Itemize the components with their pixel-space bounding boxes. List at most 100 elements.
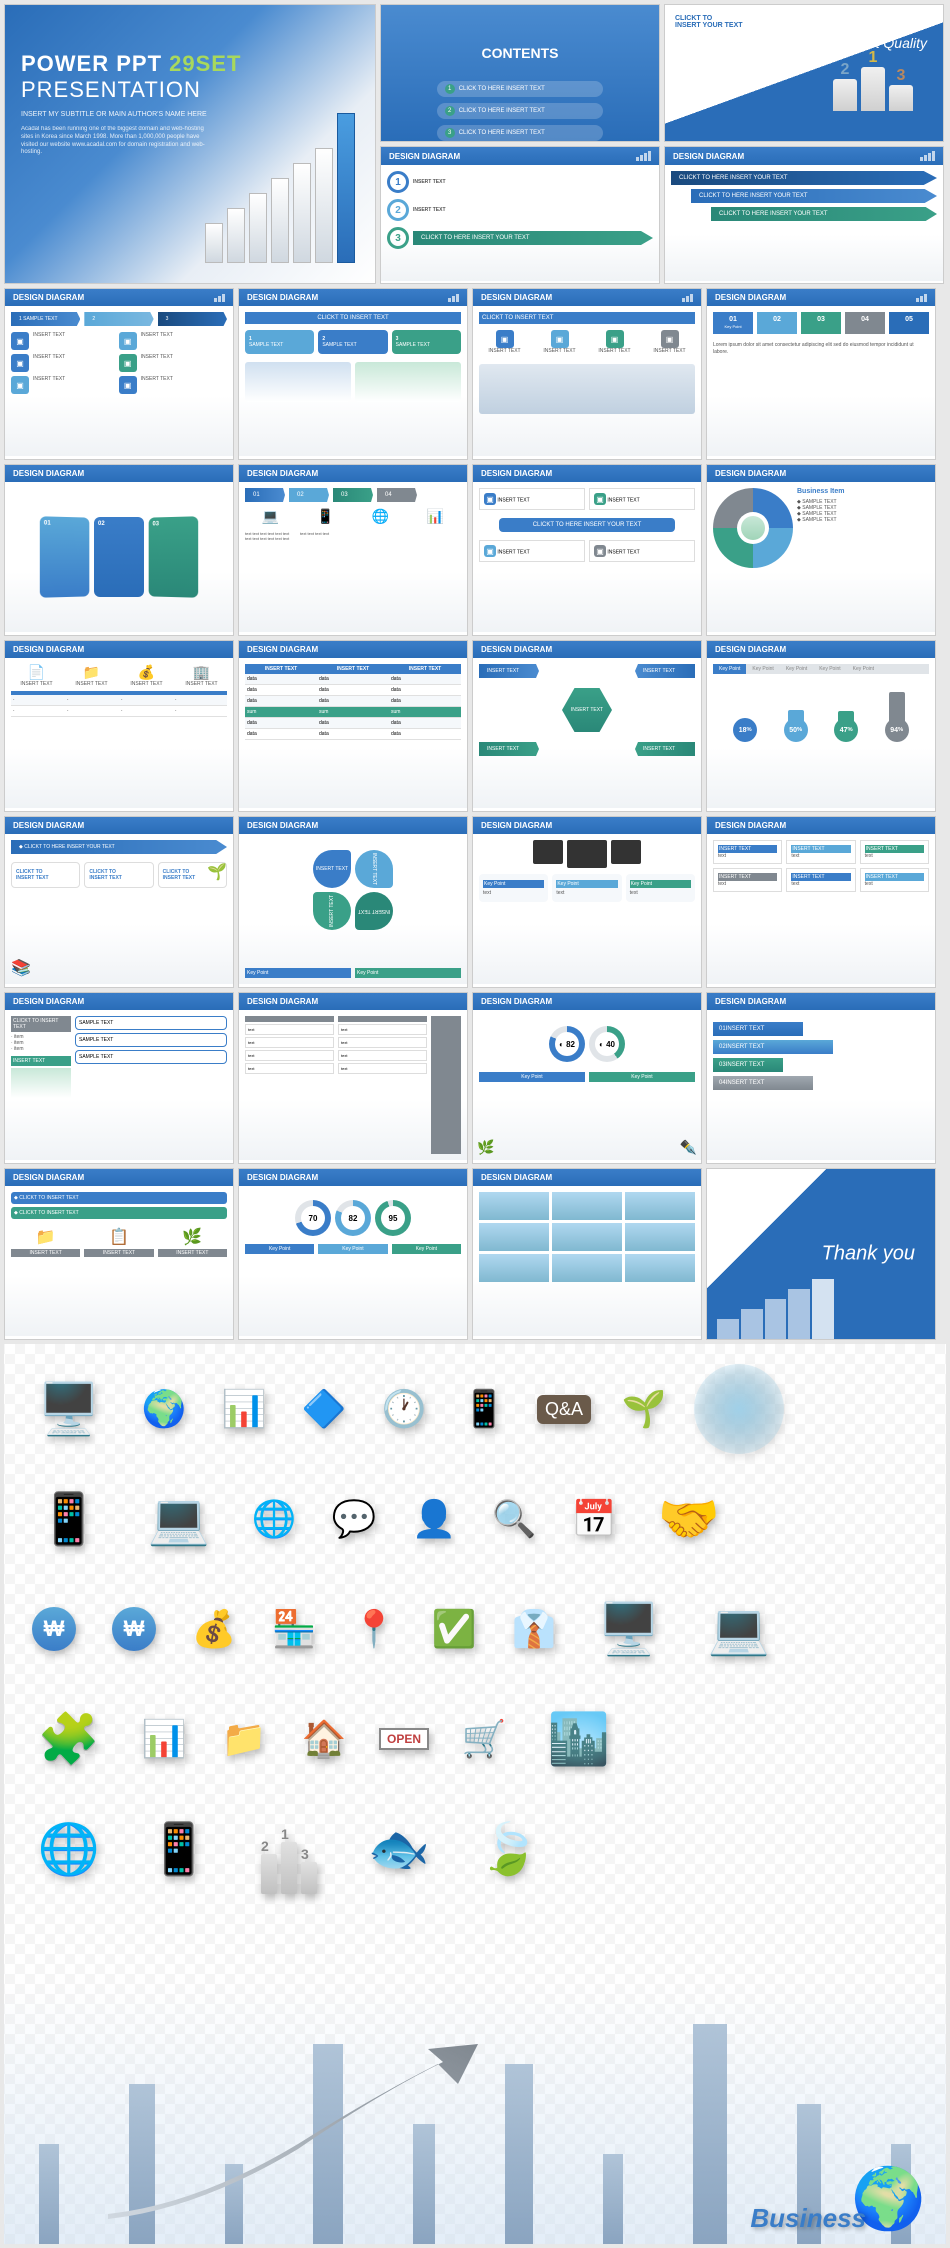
icon-row-2: 📱 💻 🌐 💬 👤 🔍 📅 🤝 [24,1474,926,1564]
slide-six-cells: DESIGN DIAGRAM INSERT TEXTtext INSERT TE… [706,816,936,988]
puzzle-city-icon: 🧩 [24,1694,114,1784]
globe-sphere-icon: 🌐 [24,1804,114,1894]
ribbon: CLICKT TO HERE INSERT YOUR TEXT [711,207,937,221]
col-stack-1: CONTENTS 1CLICK TO HERE INSERT TEXT 2CLI… [380,4,660,284]
slide-ribbons: DESIGN DIAGRAM CLICKT TO HERE INSERT YOU… [664,146,944,284]
icon-assets-section: 🖥️ 🌍 📊 🔷 🕐 📱 Q&A 🌱 📱 💻 🌐 💬 👤 🔍 📅 🤝 ₩ ₩ 💰… [4,1344,946,2244]
contents-item: 3CLICK TO HERE INSERT TEXT [437,125,604,141]
slide-image-grid: DESIGN DIAGRAM [472,1168,702,1340]
screen-glow-icon: 🔷 [294,1379,354,1439]
slide-numbered-circles: DESIGN DIAGRAM 1INSERT TEXT 2INSERT TEXT… [380,146,660,284]
won-coin-icon: ₩ [24,1599,84,1659]
chat-icon: 💬 [324,1489,384,1549]
open-sign-icon: OPEN [374,1709,434,1769]
podium: 2 1 3 [833,67,913,111]
check-calendar-icon: ✅ [424,1599,484,1659]
bars-icon: 📊 [214,1379,274,1439]
slide-three-panels-3d: DESIGN DIAGRAM 01 02 03 [4,464,234,636]
columns-123-icon: 2 1 3 [244,1804,334,1894]
handshake-icon: 🤝 [644,1474,734,1564]
slide-center-button: DESIGN DIAGRAM ▣ INSERT TEXT ▣ INSERT TE… [472,464,702,636]
bar-chart-icon: 📊 [134,1709,194,1769]
map-pin-icon: 📍 [344,1599,404,1659]
leaves-icon: 🍃 [464,1804,554,1894]
house-icon: 🏠 [294,1709,354,1769]
icon-row-3: ₩ ₩ 💰 🏪 📍 ✅ 👔 🖥️ 💻 [24,1584,926,1674]
title-line2: PRESENTATION [21,77,359,103]
won-coin-icon: ₩ [104,1599,164,1659]
smartphone-icon: 📱 [24,1474,114,1564]
slide-3d-bars: DESIGN DIAGRAM 01 INSERT TEXT 02 INSERT … [706,992,936,1164]
title-line1: POWER PPT 29SET [21,51,359,77]
cityscape-footer: 🌍 Business [4,1984,946,2244]
bq-title: Best Quality [852,35,927,51]
slide-icon-bullets: DESIGN DIAGRAM ◆ CLICKT TO INSERT TEXT ◆… [4,1168,234,1340]
cart-icon: 🛒 [454,1709,514,1769]
icon-row-1: 🖥️ 🌍 📊 🔷 🕐 📱 Q&A 🌱 [24,1364,926,1454]
slide-hexagon: DESIGN DIAGRAM INSERT TEXT INSERT TEXT I… [472,640,702,812]
row-2: DESIGN DIAGRAM 1 SAMPLE TEXT 2 3 ▣INSERT… [4,288,946,460]
magnifier-icon: 🔍 [484,1489,544,1549]
plant-icon: 🌱 [614,1379,674,1439]
slide-header: DESIGN DIAGRAM [665,147,943,165]
title-bars-3d [205,113,355,263]
slide-four-icons: DESIGN DIAGRAM CLICKT TO INSERT TEXT ▣IN… [472,288,702,460]
title-slide: POWER PPT 29SET PRESENTATION INSERT MY S… [4,4,376,284]
money-bag-icon: 💰 [184,1599,244,1659]
tie-icon: 👔 [504,1599,564,1659]
row-3: DESIGN DIAGRAM 01 02 03 DESIGN DIAGRAM 0… [4,464,946,636]
slide-table: DESIGN DIAGRAM INSERT TEXTINSERT TEXTINS… [238,640,468,812]
slide-two-column-list: DESIGN DIAGRAM text text text text text … [238,992,468,1164]
slide-step-arrows: DESIGN DIAGRAM 1 SAMPLE TEXT 2 3 ▣INSERT… [4,288,234,460]
city-globe-icon: 🏙️ [534,1694,624,1784]
row-5: DESIGN DIAGRAM ◆ CLICKT TO HERE INSERT Y… [4,816,946,988]
slide-sidebar-list: DESIGN DIAGRAM CLICKT TO INSERT TEXT · i… [4,992,234,1164]
row-1: POWER PPT 29SET PRESENTATION INSERT MY S… [4,4,946,284]
slide-three-callouts: DESIGN DIAGRAM ◆ CLICKT TO HERE INSERT Y… [4,816,234,988]
splash-icon [694,1364,784,1454]
monitor-globe-icon: 🖥️ [24,1364,114,1454]
thank-you-slide: Thank you [706,1168,936,1340]
shop-icon: 🏪 [264,1599,324,1659]
col-stack-2: CLICKT TOINSERT YOUR TEXT Best Quality 2… [664,4,944,284]
title-description: Acadal has been running one of the bigge… [21,126,207,157]
slide-donut-puzzle: DESIGN DIAGRAM Business Item ◆ SAMPLE TE… [706,464,936,636]
folder-icon: 📁 [214,1709,274,1769]
slide-arrow-list: DESIGN DIAGRAM 01 02 03 04 💻 📱 🌐 📊 text … [238,464,468,636]
contact-icon: 👤 [404,1489,464,1549]
bq-topleft: CLICKT TOINSERT YOUR TEXT [675,15,743,29]
row-4: DESIGN DIAGRAM 📄INSERT TEXT 📁INSERT TEXT… [4,640,946,812]
big-arrow-icon [98,2044,498,2224]
ribbon: CLICKT TO HERE INSERT YOUR TEXT [691,189,937,203]
screens-icon: 💻 [694,1584,784,1674]
contents-slide: CONTENTS 1CLICK TO HERE INSERT TEXT 2CLI… [380,4,660,142]
row-7: DESIGN DIAGRAM ◆ CLICKT TO INSERT TEXT ◆… [4,1168,946,1340]
slide-five-steps: DESIGN DIAGRAM 01Key Point 02 03 04 05 L… [706,288,936,460]
icon-row-4: 🧩 📊 📁 🏠 OPEN 🛒 🏙️ [24,1694,926,1784]
contents-item: 2CLICK TO HERE INSERT TEXT [437,103,604,119]
slide-screens: DESIGN DIAGRAM Key Pointtext Key Pointte… [472,816,702,988]
globe-leaf-icon: 🌍 [134,1379,194,1439]
best-quality-slide: CLICKT TOINSERT YOUR TEXT Best Quality 2… [664,4,944,142]
row-6: DESIGN DIAGRAM CLICKT TO INSERT TEXT · i… [4,992,946,1164]
tablet-icon: 📱 [134,1804,224,1894]
slide-gauges: DESIGN DIAGRAM ◐ 82 ◐ 40 Key Point Key P… [472,992,702,1164]
slide-icon-grid: DESIGN DIAGRAM 📄INSERT TEXT 📁INSERT TEXT… [4,640,234,812]
slide-pct-bars: DESIGN DIAGRAM Key PointKey PointKey Poi… [706,640,936,812]
ribbon: CLICKT TO HERE INSERT YOUR TEXT [671,171,937,185]
slide-header: DESIGN DIAGRAM [381,147,659,165]
slide-three-donuts: DESIGN DIAGRAM 70 82 95 Key Point Key Po… [238,1168,468,1340]
thank-you-text: Thank you [822,1243,915,1266]
fish-icon: 🐟 [354,1804,444,1894]
hexagon: INSERT TEXT [562,688,612,732]
monitors-icon: 🖥️ [584,1584,674,1674]
clock-icon: 🕐 [374,1379,434,1439]
laptop-arrow-icon: 💻 [134,1474,224,1564]
template-gallery: POWER PPT 29SET PRESENTATION INSERT MY S… [0,0,950,2248]
business-text: Business [750,2203,866,2234]
icon-row-5: 🌐 📱 2 1 3 🐟 🍃 [24,1804,926,1894]
slide-three-columns: DESIGN DIAGRAM CLICKT TO INSERT TEXT 1SA… [238,288,468,460]
contents-title: CONTENTS [401,45,639,61]
contents-item: 1CLICK TO HERE INSERT TEXT [437,81,604,97]
qa-sign-icon: Q&A [534,1379,594,1439]
